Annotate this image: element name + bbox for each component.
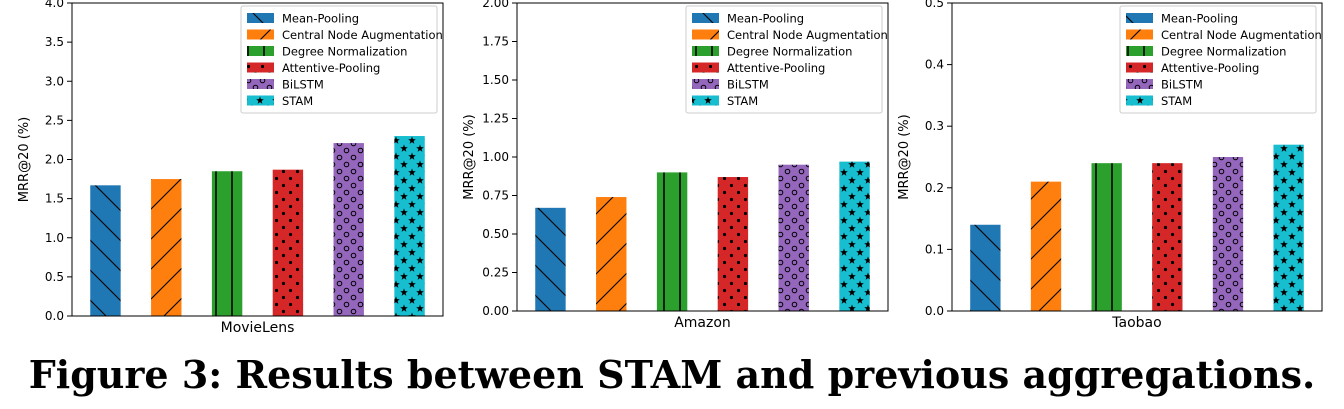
- legend-label: Attentive-Pooling: [1161, 61, 1259, 75]
- chart-taobao: 0.0 0.1 0.2 0.3 0.4 0.5 Taobao MRR@20 (%) Mean-P…: [897, 0, 1323, 331]
- y-tick-label: 0.5: [925, 0, 944, 10]
- bar-degree-normalization: [1091, 163, 1122, 311]
- y-tick-label: 0.3: [925, 119, 944, 133]
- legend-swatch: [692, 29, 719, 40]
- bar-central-node-augmentation: [596, 197, 627, 311]
- y-tick-label: 0.50: [482, 227, 509, 241]
- legend-swatch: [1126, 46, 1153, 56]
- bar-central-node-augmentation: [1030, 181, 1062, 311]
- legend-swatch: [692, 95, 719, 106]
- legend: [1119, 5, 1317, 114]
- legend-label: STAM: [282, 94, 313, 108]
- legend-swatch: [1126, 95, 1153, 106]
- bar-mean-pooling: [970, 224, 1001, 311]
- legend-label: Degree Normalization: [282, 45, 407, 59]
- y-tick-label: 1.0: [45, 231, 64, 245]
- bar-degree-normalization: [656, 172, 688, 311]
- plot-frame: [951, 2, 1323, 312]
- bar-bilstm: [1212, 157, 1244, 311]
- legend-label: Mean-Pooling: [1161, 12, 1238, 26]
- bar-stam: [839, 161, 870, 311]
- legend-label: Degree Normalization: [1161, 45, 1286, 59]
- legend-label: Mean-Pooling: [727, 12, 804, 26]
- bar-central-node-augmentation: [151, 179, 182, 316]
- legend-label: STAM: [1161, 94, 1192, 108]
- y-tick-label: 0.0: [925, 304, 944, 318]
- legend-swatch: [247, 13, 274, 23]
- y-tick-label: 4.0: [45, 0, 64, 10]
- legend-label: Central Node Augmentation: [727, 28, 888, 42]
- legend: [240, 5, 438, 114]
- y-tick-label: 3.0: [45, 74, 64, 88]
- y-tick-label: 1.50: [482, 73, 509, 87]
- x-axis-label: Amazon: [674, 315, 731, 331]
- y-tick-label: 0.5: [45, 270, 64, 284]
- chart-movielens: 0.0 0.5 1.0 1.5 2.0 2.5 3.0 3.5 4.0 MovieLens MRR@…: [17, 0, 444, 336]
- bar-bilstm: [333, 143, 364, 316]
- y-tick-label: 2.0: [45, 153, 64, 167]
- legend-swatch: [692, 13, 719, 23]
- legend-swatch: [1126, 62, 1153, 73]
- legend-swatch: [692, 79, 719, 89]
- legend-label: Mean-Pooling: [282, 12, 359, 26]
- legend-label: BiLSTM: [1161, 78, 1203, 92]
- y-axis-label: MRR@20 (%): [462, 114, 477, 199]
- bar-stam: [1273, 144, 1304, 311]
- bar-bilstm: [778, 164, 809, 311]
- bar-attentive-pooling: [717, 177, 749, 311]
- legend-swatch: [692, 46, 719, 56]
- legend-swatch: [247, 95, 274, 106]
- legend-label: BiLSTM: [282, 78, 324, 92]
- bar-attentive-pooling: [1152, 163, 1183, 311]
- legend: [685, 5, 883, 114]
- legend-label: Central Node Augmentation: [282, 28, 443, 42]
- legend-swatch: [247, 46, 274, 56]
- bar-stam: [394, 136, 425, 316]
- y-tick-label: 2.00: [482, 0, 509, 10]
- y-tick-label: 1.5: [45, 192, 64, 206]
- y-tick-label: 1.25: [482, 112, 509, 126]
- y-tick-label: 0.1: [925, 242, 944, 256]
- legend-label: Attentive-Pooling: [727, 61, 825, 75]
- y-tick-label: 0.0: [45, 309, 64, 323]
- legend-swatch: [1126, 79, 1153, 89]
- y-tick-label: 2.5: [45, 113, 64, 127]
- y-axis-label: MRR@20 (%): [17, 117, 32, 202]
- legend-label: Attentive-Pooling: [282, 61, 380, 75]
- legend-label: Degree Normalization: [727, 45, 852, 59]
- y-tick-label: 0.00: [482, 304, 509, 318]
- figure-caption: Figure 3: Results between STAM and previ…: [28, 352, 1316, 397]
- legend-label: BiLSTM: [727, 78, 769, 92]
- plot-frame: [71, 2, 444, 317]
- x-axis-label: Taobao: [1111, 315, 1161, 331]
- y-axis-label: MRR@20 (%): [897, 114, 912, 199]
- chart-amazon: 0.00 0.25 0.50 0.75 1.00 1.25 1.50 1.75 2.00 Amaz…: [462, 0, 889, 331]
- legend-swatch: [247, 62, 274, 73]
- legend-swatch: [1126, 29, 1153, 40]
- legend-swatch: [247, 29, 274, 40]
- bar-degree-normalization: [211, 171, 243, 316]
- bar-attentive-pooling: [272, 169, 304, 316]
- y-tick-label: 0.25: [482, 266, 509, 280]
- y-tick-label: 0.75: [482, 189, 509, 203]
- y-tick-label: 0.2: [925, 181, 944, 195]
- legend-swatch: [692, 62, 719, 73]
- legend-label: Central Node Augmentation: [1161, 28, 1322, 42]
- legend-label: STAM: [727, 94, 758, 108]
- figure-charts: 0.0 0.5 1.0 1.5 2.0 2.5 3.0 3.5 4.0 MovieLens MRR@…: [17, 0, 1323, 336]
- bar-mean-pooling: [535, 207, 566, 311]
- plot-frame: [516, 2, 889, 312]
- x-axis-label: MovieLens: [221, 320, 295, 336]
- bar-mean-pooling: [90, 185, 121, 316]
- y-tick-label: 1.00: [482, 150, 509, 164]
- y-tick-label: 0.4: [925, 58, 944, 72]
- y-tick-label: 3.5: [45, 35, 64, 49]
- legend-swatch: [1126, 13, 1153, 23]
- legend-swatch: [247, 79, 274, 89]
- y-tick-label: 1.75: [482, 35, 509, 49]
